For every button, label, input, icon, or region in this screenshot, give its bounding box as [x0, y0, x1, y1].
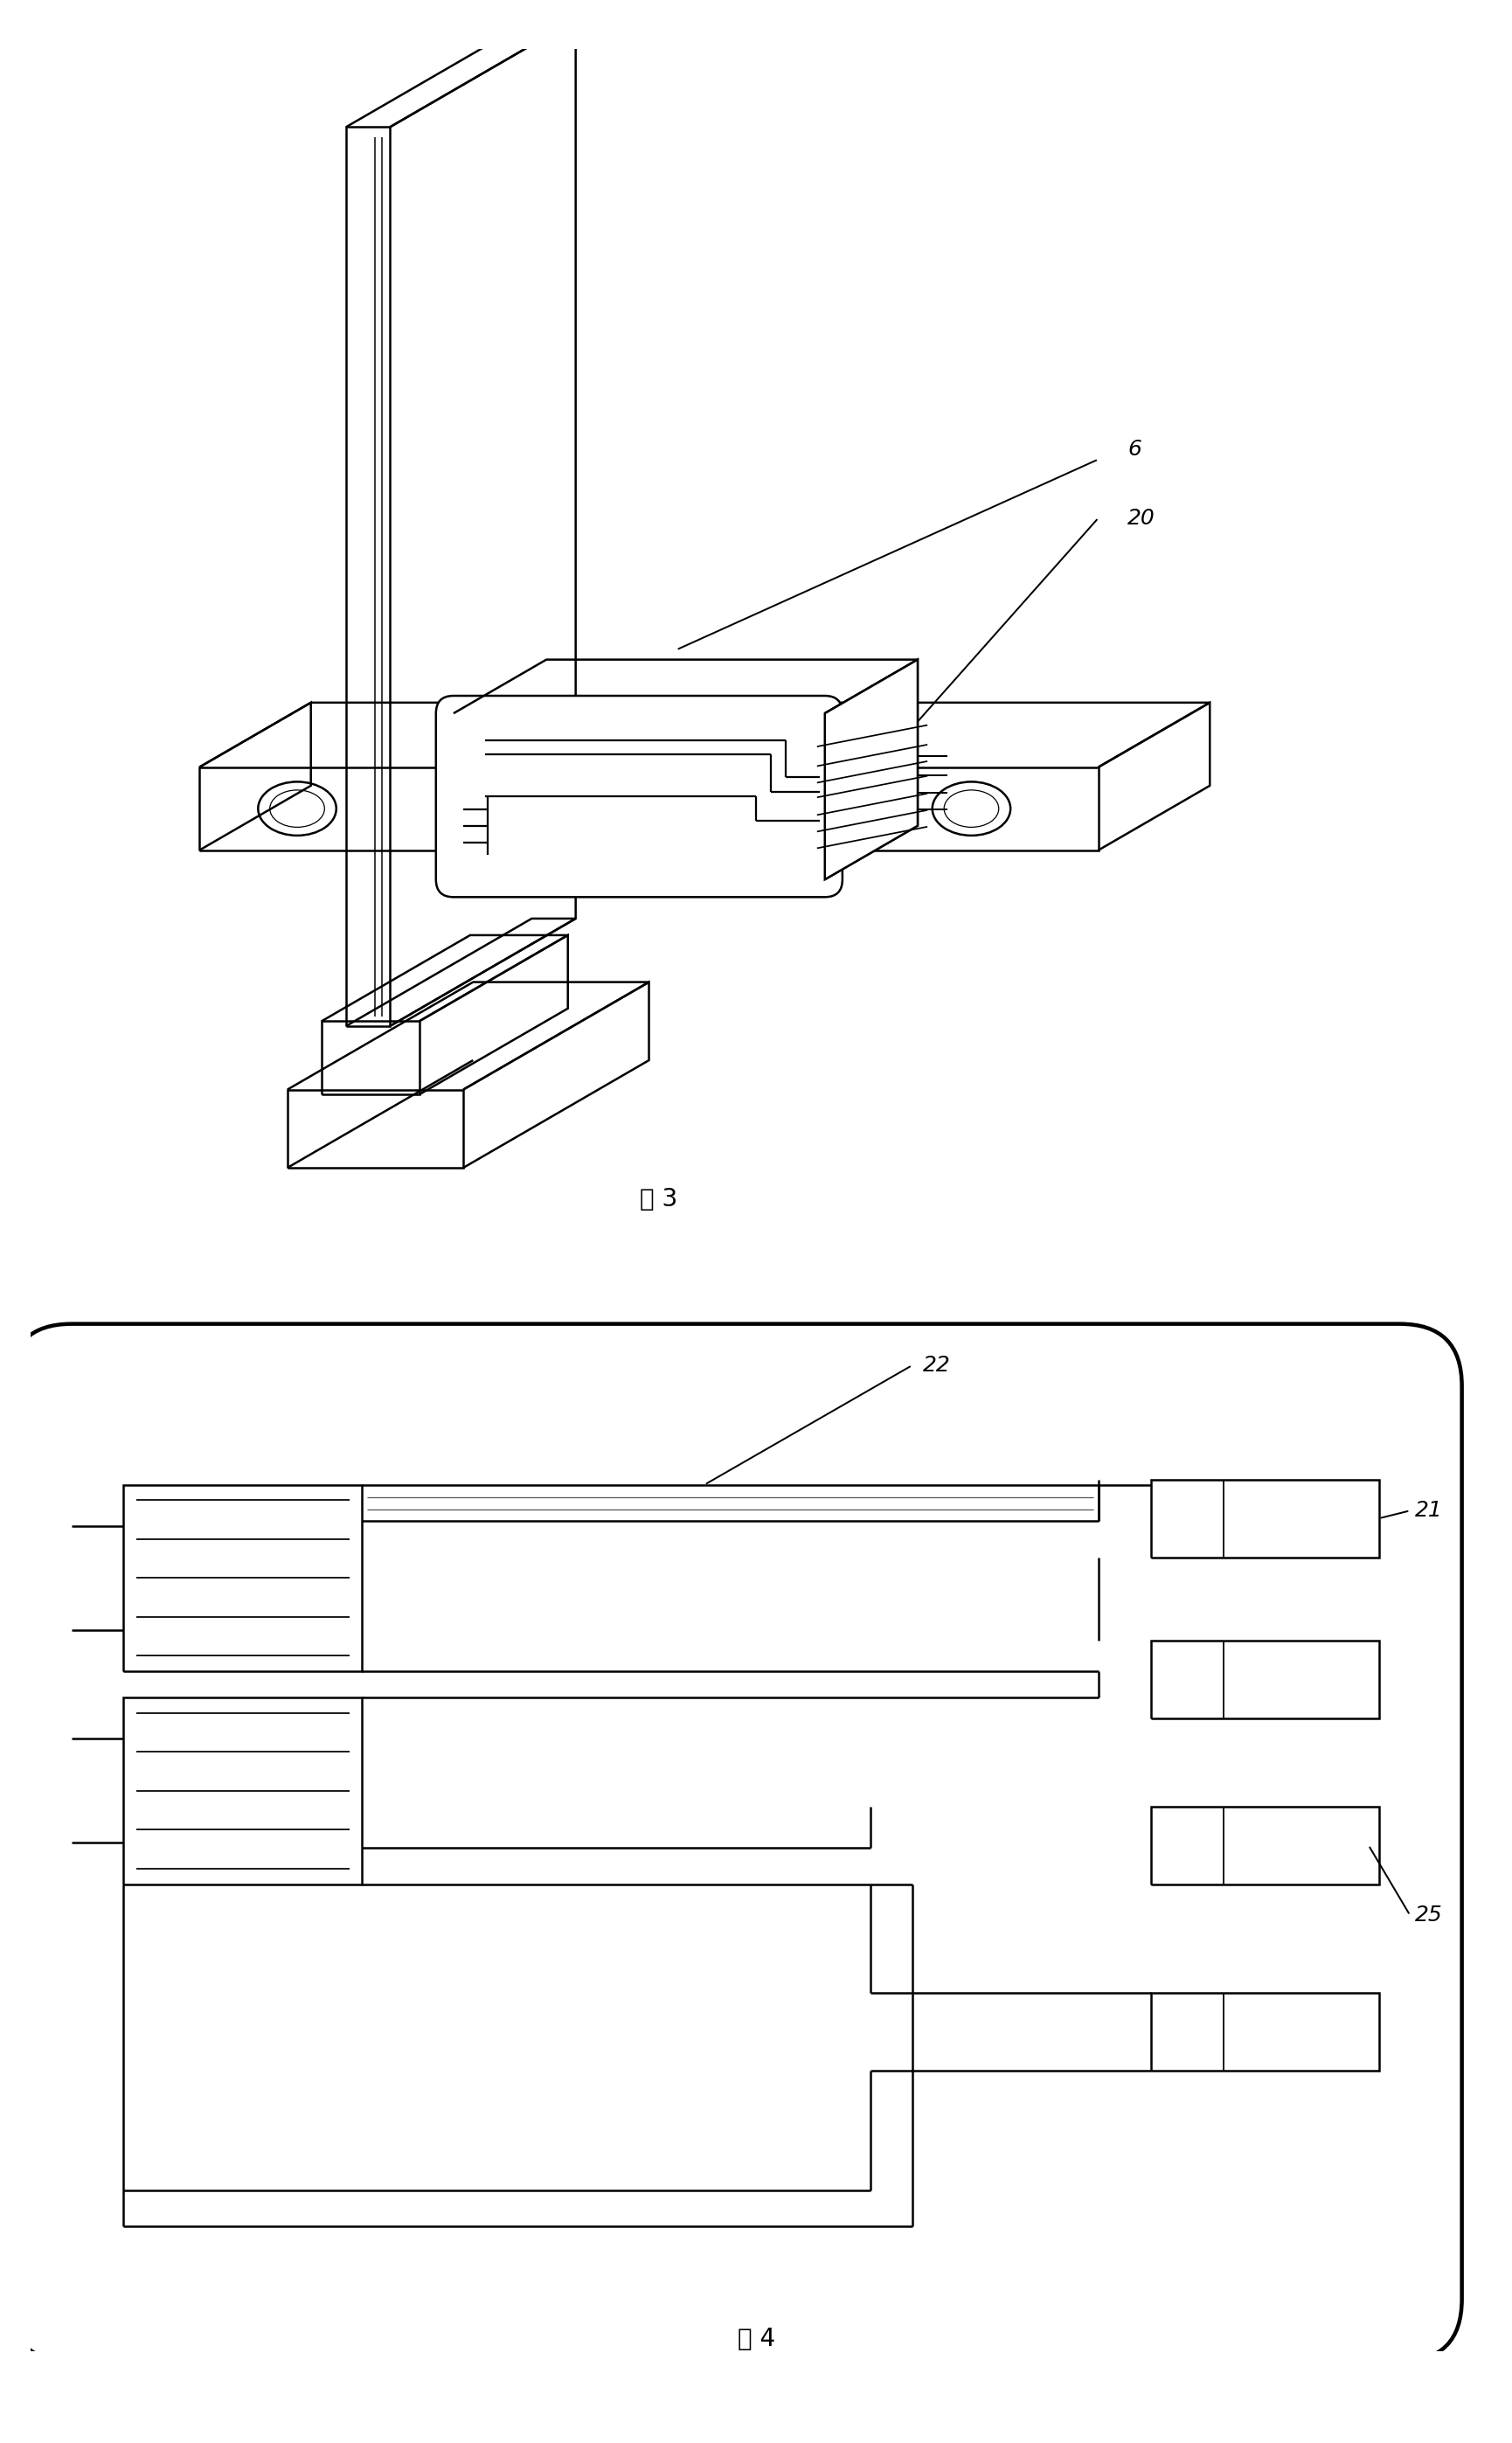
Text: 图 4: 图 4: [738, 2326, 774, 2350]
Text: 20: 20: [1126, 508, 1155, 528]
FancyBboxPatch shape: [435, 696, 842, 897]
Polygon shape: [824, 660, 918, 879]
Text: 22: 22: [922, 1356, 950, 1375]
FancyBboxPatch shape: [9, 1324, 1461, 2362]
Text: 21: 21: [1414, 1500, 1442, 1522]
Text: 图 3: 图 3: [640, 1187, 677, 1212]
Text: 25: 25: [1414, 1906, 1442, 1925]
Text: 6: 6: [1126, 440, 1142, 459]
